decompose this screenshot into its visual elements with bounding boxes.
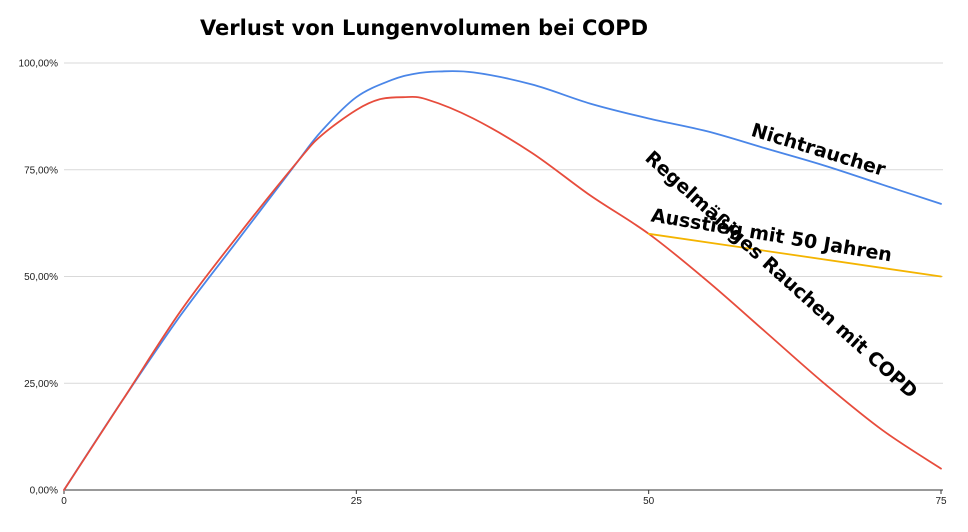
chart-title: Verlust von Lungenvolumen bei COPD: [200, 16, 648, 40]
x-tick-label: 50: [643, 496, 655, 507]
series-line-yellow: [647, 232, 942, 278]
y-tick-label: 25,00%: [24, 379, 58, 390]
y-tick-label: 75,00%: [24, 165, 58, 176]
series-lines: [63, 70, 942, 491]
series-line-red: [63, 96, 942, 491]
y-tick-label: 50,00%: [24, 272, 58, 283]
y-tick-label: 0,00%: [30, 486, 58, 497]
x-axis-ticks: 0 25 50 75: [61, 490, 947, 507]
x-tick-label: 75: [935, 496, 947, 507]
gridlines: [64, 62, 943, 491]
y-axis-ticks: 0,00% 25,00% 50,00% 75,00% 100,00%: [19, 59, 59, 497]
y-tick-label: 100,00%: [19, 59, 59, 70]
series-line-blue: [63, 70, 942, 491]
annotation-regelmaessig: Regelmäßiges Rauchen mit COPD: [641, 147, 922, 403]
x-tick-label: 25: [351, 496, 363, 507]
x-tick-label: 0: [61, 496, 67, 507]
